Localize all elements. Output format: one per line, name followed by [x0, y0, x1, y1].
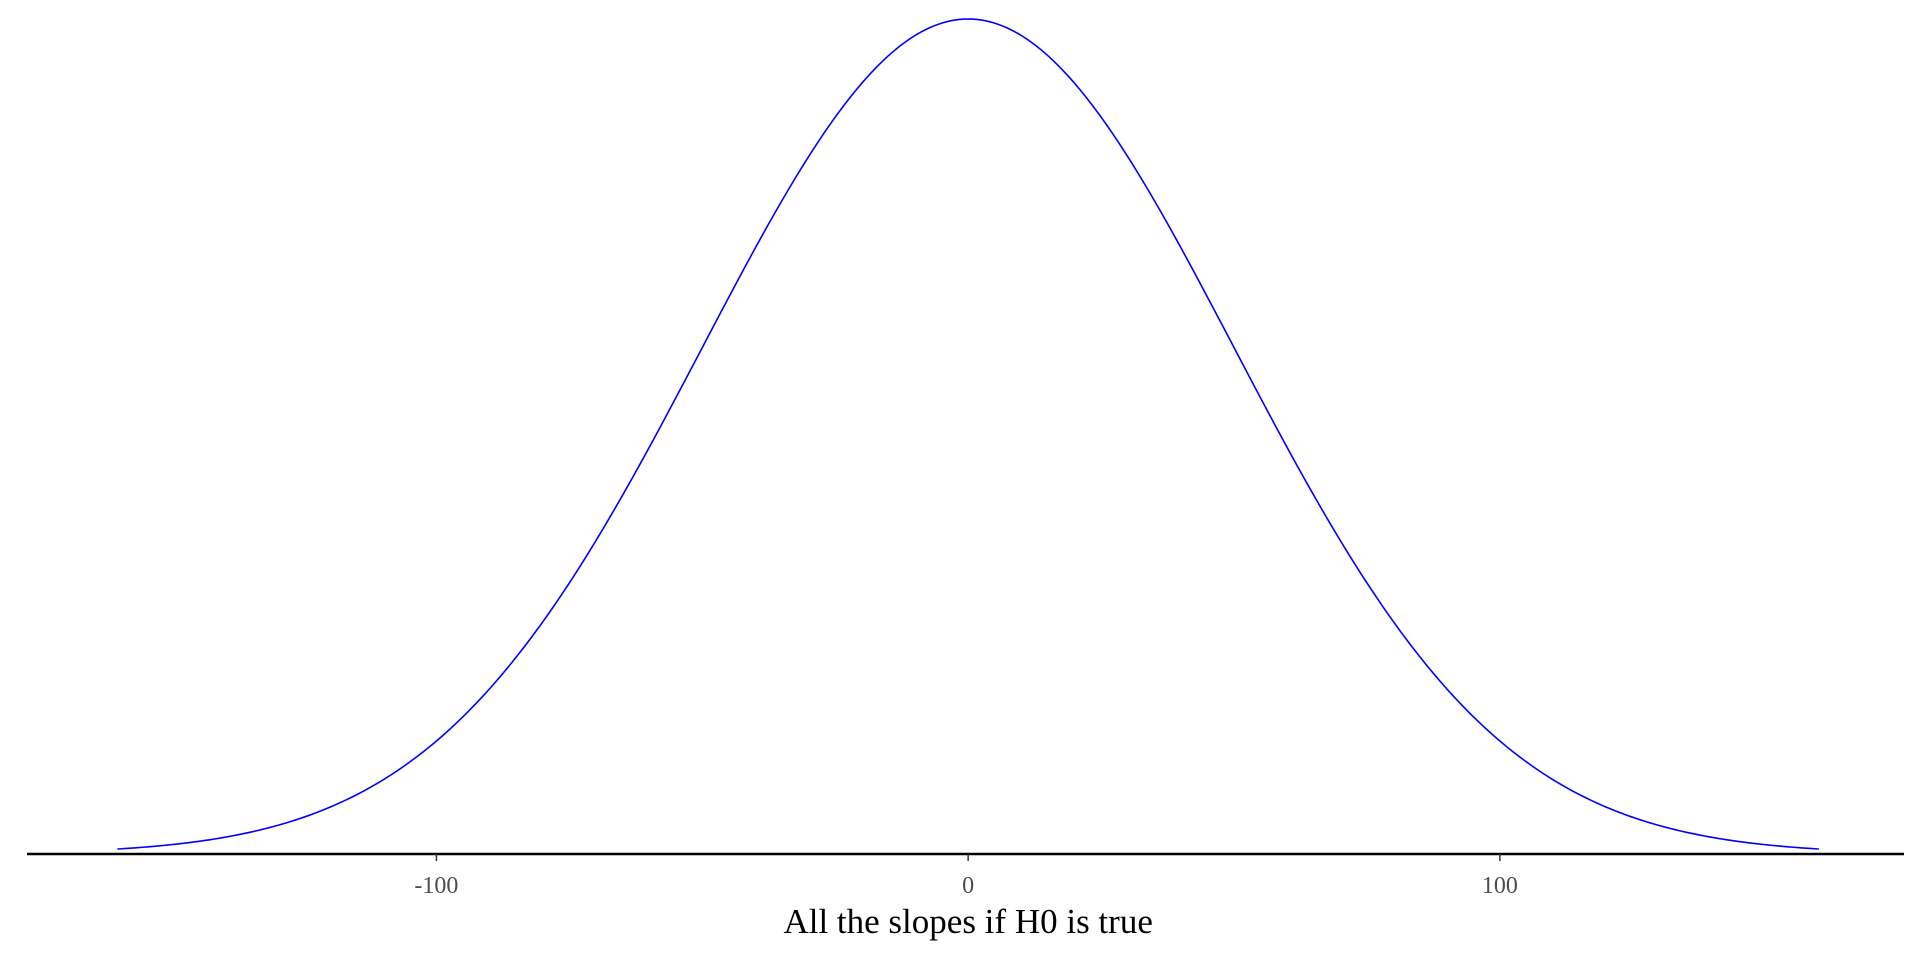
x-axis-title: All the slopes if H0 is true — [783, 902, 1152, 941]
x-tick-label: 0 — [962, 873, 974, 899]
x-tick-label: -100 — [414, 873, 458, 899]
density-curve — [117, 18, 1819, 850]
x-axis-ticks: -100 0 100 — [414, 854, 1518, 899]
x-tick-label: 100 — [1482, 873, 1518, 899]
